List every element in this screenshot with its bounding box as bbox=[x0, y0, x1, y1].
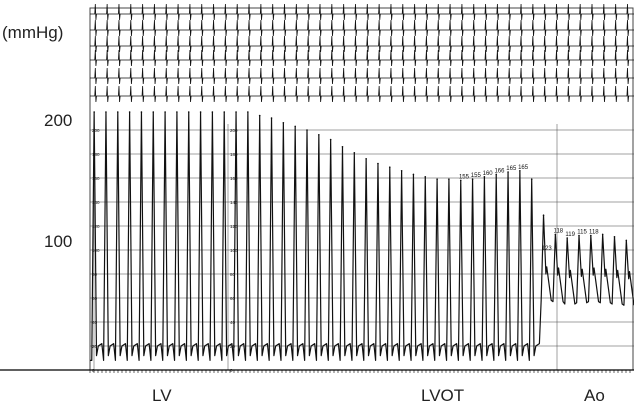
scale-tick-label: 200 bbox=[92, 128, 100, 133]
systolic-peak bbox=[140, 111, 143, 113]
inner-scale-labels: 2001801601401201008060402002001801601401… bbox=[92, 128, 238, 373]
systolic-peak bbox=[459, 179, 462, 182]
systolic-peak bbox=[306, 129, 308, 131]
systolic-peak bbox=[519, 170, 521, 172]
y-tick-label-100: 100 bbox=[44, 232, 72, 251]
systolic-peak bbox=[247, 111, 249, 113]
scale-tick-label: 40 bbox=[230, 320, 236, 325]
systolic-peak bbox=[353, 152, 356, 154]
systolic-peak bbox=[590, 234, 592, 237]
ecg-lead-2 bbox=[90, 19, 634, 37]
peak-pressure-annotation: 119 bbox=[565, 232, 575, 238]
scale-tick-label: 60 bbox=[92, 296, 98, 301]
ecg-lead-5 bbox=[90, 67, 634, 85]
systolic-peak bbox=[176, 111, 178, 113]
peak-pressure-annotation: 118 bbox=[589, 230, 599, 236]
systolic-peak bbox=[318, 134, 320, 136]
scale-tick-label: 0 bbox=[230, 368, 233, 373]
y-axis-unit-label: (mmHg) bbox=[2, 23, 63, 42]
ecg-lead-3 bbox=[90, 35, 634, 53]
systolic-peak bbox=[128, 111, 131, 113]
peak-pressure-annotation: 123 bbox=[542, 246, 553, 252]
scale-tick-label: 140 bbox=[92, 200, 100, 205]
systolic-peak bbox=[495, 173, 498, 176]
peak-pressure-annotation: 160 bbox=[483, 171, 494, 177]
systolic-peak bbox=[294, 125, 296, 128]
systolic-peak bbox=[116, 111, 119, 113]
peak-pressure-annotation: 165 bbox=[506, 166, 517, 172]
peak-pressure-annotation: 155 bbox=[471, 173, 482, 179]
peak-pressure-annotation: 115 bbox=[577, 230, 587, 236]
systolic-peak bbox=[554, 233, 557, 236]
scale-tick-label: 160 bbox=[230, 176, 238, 181]
systolic-peak bbox=[625, 239, 628, 242]
systolic-peak bbox=[223, 111, 226, 113]
systolic-peak bbox=[164, 111, 166, 113]
scale-tick-label: 200 bbox=[230, 128, 238, 133]
systolic-peak bbox=[471, 178, 474, 180]
scale-tick-label: 160 bbox=[92, 176, 100, 181]
systolic-peak bbox=[412, 173, 415, 176]
systolic-peak bbox=[211, 111, 214, 113]
systolic-peak bbox=[542, 214, 545, 216]
systolic-peak bbox=[483, 176, 486, 178]
systolic-peak bbox=[152, 111, 155, 113]
systolic-peak bbox=[566, 237, 568, 239]
scale-tick-label: 20 bbox=[92, 344, 98, 349]
region-label-lv: LV bbox=[152, 386, 172, 405]
systolic-peak bbox=[282, 122, 285, 124]
scale-tick-label: 80 bbox=[92, 272, 98, 277]
scale-tick-label: 180 bbox=[230, 152, 238, 157]
systolic-peak bbox=[105, 111, 107, 113]
ecg-lead-6 bbox=[90, 85, 634, 103]
systolic-peak bbox=[341, 146, 344, 148]
scale-tick-label: 120 bbox=[230, 224, 238, 229]
y-tick-label-200: 200 bbox=[44, 111, 72, 130]
systolic-peak bbox=[424, 176, 427, 178]
systolic-peak bbox=[365, 158, 367, 160]
systolic-peak bbox=[377, 162, 379, 165]
pressure-trace-series bbox=[90, 111, 634, 361]
systolic-peak bbox=[601, 233, 604, 236]
region-label-lvot: LVOT bbox=[421, 386, 464, 405]
systolic-peak bbox=[329, 138, 332, 141]
systolic-peak bbox=[436, 178, 438, 180]
plot-frame bbox=[89, 7, 634, 371]
systolic-peak bbox=[388, 166, 391, 168]
ecg-lead-1 bbox=[90, 3, 634, 21]
systolic-peak bbox=[258, 114, 261, 117]
scale-tick-label: 140 bbox=[230, 200, 238, 205]
scale-tick-label: 0 bbox=[92, 368, 95, 373]
systolic-peak bbox=[235, 111, 237, 113]
systolic-peak bbox=[199, 111, 202, 113]
systolic-peak bbox=[400, 170, 403, 172]
scale-tick-label: 100 bbox=[230, 248, 238, 253]
peak-pressure-annotation: 165 bbox=[518, 165, 529, 171]
region-label-ao: Ao bbox=[584, 386, 605, 405]
systolic-peak bbox=[613, 236, 616, 238]
ecg-lead-4 bbox=[90, 49, 634, 67]
scale-tick-label: 60 bbox=[230, 296, 236, 301]
peak-pressure-annotation: 118 bbox=[554, 228, 564, 234]
scale-tick-label: 40 bbox=[92, 320, 98, 325]
systolic-peak bbox=[93, 111, 95, 113]
peak-pressure-annotation: 166 bbox=[494, 168, 505, 174]
systolic-peak bbox=[187, 111, 190, 113]
systolic-peak bbox=[507, 171, 509, 173]
systolic-peak bbox=[448, 178, 450, 180]
systolic-peak bbox=[530, 178, 533, 180]
systolic-peak bbox=[270, 117, 273, 119]
systolic-peak bbox=[578, 234, 580, 237]
scale-tick-label: 120 bbox=[92, 224, 100, 229]
ecg-strips bbox=[90, 3, 634, 103]
peak-pressure-annotation: 155 bbox=[459, 174, 470, 180]
scale-tick-label: 80 bbox=[230, 272, 236, 277]
scale-tick-label: 180 bbox=[92, 152, 100, 157]
